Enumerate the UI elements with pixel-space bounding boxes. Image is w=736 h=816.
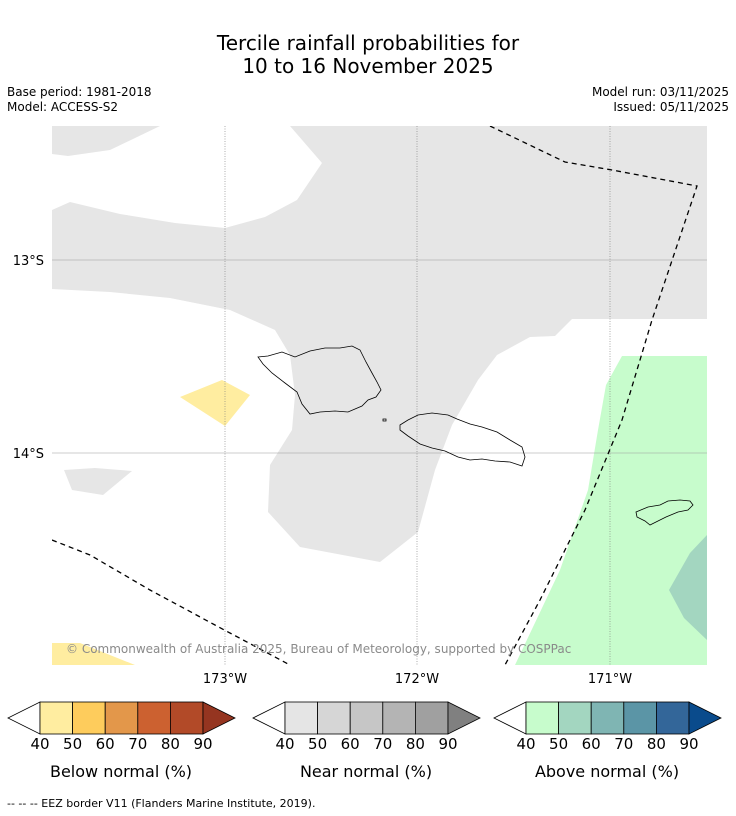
above-colorbar-segment [558,701,592,735]
lat-label-14s: 14°S [13,447,44,462]
above-colorbar-min-extend [493,701,527,735]
lat-label-13s: 13°S [13,254,44,269]
near-colorbar-tick: 70 [373,735,392,753]
below-colorbar-segment [39,701,73,735]
above-colorbar-segment [623,701,657,735]
below-colorbar-min-extend [7,701,41,735]
near-normal-small-patch [64,468,132,495]
below-colorbar-tick: 50 [63,735,82,753]
near-colorbar-segment [317,701,351,735]
above-colorbar-segment [590,701,625,735]
title-line-2: 10 to 16 November 2025 [242,54,494,78]
below-colorbar-tick: 70 [128,735,147,753]
issued-date: Issued: 05/11/2025 [613,100,729,114]
info-right: Model run: 03/11/2025 Issued: 05/11/2025 [592,85,729,115]
near-colorbar-max-extend [447,701,481,735]
near-colorbar-tick: 80 [406,735,425,753]
above-colorbar-tick: 70 [614,735,633,753]
below-colorbar-tick: 80 [161,735,180,753]
above-normal-strong-region [669,535,707,640]
below-colorbar-segment [104,701,139,735]
above-colorbar-max-extend [688,701,722,735]
below-normal-label: Below normal (%) [49,762,193,781]
near-colorbar: 40 50 60 70 80 90 [252,701,481,753]
near-normal-top-left [52,126,160,156]
lon-label-171w: 171°W [588,672,632,687]
graticule [52,126,707,665]
near-colorbar-tick: 90 [438,735,457,753]
eez-border [52,126,698,665]
above-colorbar-tick: 60 [582,735,601,753]
above-normal-region [515,356,707,665]
above-colorbar-tick: 40 [516,735,535,753]
near-colorbar-tick: 60 [341,735,360,753]
near-colorbar-segment [382,701,416,735]
near-colorbar-min-extend [252,701,286,735]
below-normal-region [180,380,250,426]
lon-label-172w: 172°W [395,672,439,687]
below-colorbar-segment [169,701,204,735]
near-normal-region [52,126,707,562]
tutuila-island [635,499,694,526]
upolu-island [399,412,526,467]
below-colorbar: 40 50 60 70 80 90 [7,701,236,753]
colorbars: 40 50 60 70 80 90 40 50 60 70 80 90 40 50 60 70 80 90 [7,701,722,753]
above-colorbar-tick: 50 [549,735,568,753]
above-colorbar-tick: 80 [647,735,666,753]
base-period: Base period: 1981-2018 [7,85,152,99]
below-colorbar-max-extend [202,701,236,735]
near-colorbar-segment [284,701,318,735]
below-normal-region-bottom [52,643,135,665]
lon-label-173w: 173°W [203,672,247,687]
map-area: © Commonwealth of Australia 2025, Bureau… [52,126,707,665]
near-normal-label: Near normal (%) [299,762,433,781]
below-colorbar-tick: 40 [30,735,49,753]
near-colorbar-segment [349,701,384,735]
above-colorbar-tick: 90 [679,735,698,753]
model-name: Model: ACCESS-S2 [7,100,119,114]
above-colorbar-segment [656,701,690,735]
below-colorbar-segment [72,701,106,735]
eez-footnote: -- -- -- EEZ border V11 (Flanders Marine… [7,797,316,810]
above-colorbar: 40 50 60 70 80 90 [493,701,722,753]
info-left: Base period: 1981-2018 Model: ACCESS-S2 [7,85,152,115]
below-colorbar-tick: 90 [193,735,212,753]
islands [257,345,694,526]
near-colorbar-tick: 50 [308,735,327,753]
copyright-text: © Commonwealth of Australia 2025, Bureau… [66,642,571,656]
near-colorbar-tick: 40 [275,735,294,753]
savaii-island [257,345,382,415]
below-colorbar-tick: 60 [96,735,115,753]
title-line-1: Tercile rainfall probabilities for [216,31,520,55]
model-run: Model run: 03/11/2025 [591,85,729,99]
above-normal-label: Above normal (%) [534,762,680,781]
below-colorbar-segment [137,701,171,735]
near-colorbar-segment [414,701,449,735]
small-island [382,418,387,422]
above-colorbar-segment [525,701,559,735]
